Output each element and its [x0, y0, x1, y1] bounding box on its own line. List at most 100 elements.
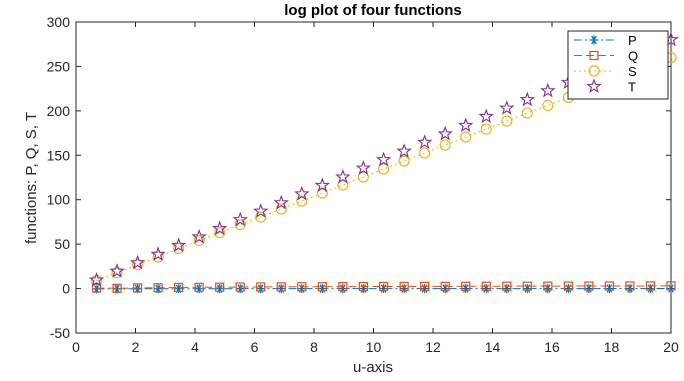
data-point-P: [358, 284, 368, 294]
data-point-S: [90, 274, 103, 287]
data-point-T: [150, 246, 166, 261]
data-point-T: [335, 168, 351, 184]
data-point-S: [419, 147, 431, 159]
y-tick-label: 100: [47, 192, 71, 208]
data-point-S: [542, 99, 554, 112]
data-point-S: [480, 123, 492, 135]
data-point-S: [378, 163, 390, 175]
data-point-T: [232, 211, 248, 227]
data-point-S: [357, 171, 369, 183]
x-tick-label: 8: [310, 339, 318, 355]
legend-label-T: T: [628, 80, 636, 95]
legend-marker-P: [589, 35, 599, 45]
data-point-S: [460, 131, 472, 143]
series-T: [88, 31, 679, 287]
data-point-Q: [481, 281, 491, 291]
series-P: [92, 284, 676, 294]
legend-entry-S: S: [574, 64, 637, 79]
legend-marker-S: [588, 65, 600, 77]
data-point-Q: [420, 281, 430, 291]
data-point-T: [129, 254, 146, 270]
data-point-S: [398, 155, 410, 167]
data-point-T: [355, 160, 372, 175]
data-point-T: [396, 143, 412, 158]
data-point-T: [416, 134, 433, 149]
data-point-T: [211, 220, 228, 236]
x-tick-label: 6: [251, 339, 259, 355]
data-point-Q: [666, 281, 676, 291]
data-point-Q: [174, 282, 184, 293]
data-point-Q: [194, 282, 204, 292]
data-point-Q: [297, 282, 307, 292]
data-point-T: [109, 263, 125, 278]
legend-label-S: S: [628, 64, 637, 79]
data-point-T: [478, 108, 494, 124]
x-tick-label: 2: [132, 339, 140, 355]
data-point-Q: [543, 281, 553, 291]
x-tick-label: 14: [485, 339, 501, 355]
x-tick-label: 16: [544, 339, 560, 355]
data-point-S: [152, 251, 164, 263]
legend-label-Q: Q: [628, 49, 638, 64]
data-point-S: [255, 211, 267, 223]
data-point-Q: [625, 281, 635, 291]
data-point-Q: [461, 281, 471, 291]
data-point-S: [214, 226, 226, 239]
y-tick-label: 50: [54, 236, 70, 252]
data-point-Q: [502, 281, 512, 291]
y-tick-label: 200: [47, 103, 71, 119]
data-point-Q: [215, 282, 225, 292]
y-tick-label: 250: [47, 58, 71, 74]
data-point-T: [375, 151, 392, 167]
data-point-T: [437, 125, 453, 141]
data-point-Q: [338, 282, 348, 292]
y-tick-label: -50: [50, 325, 70, 341]
legend-marker-Q: [589, 50, 599, 61]
data-point-T: [273, 194, 289, 210]
data-point-S: [439, 139, 451, 151]
data-point-S: [501, 115, 513, 127]
y-axis-title: functions: P, Q, S, T: [23, 112, 40, 244]
y-tick-label: 0: [62, 281, 70, 297]
legend-entry-P: P: [574, 33, 637, 48]
data-point-Q: [440, 281, 450, 291]
data-point-T: [294, 185, 310, 201]
data-point-Q: [256, 282, 266, 292]
series-Q: [91, 281, 676, 293]
data-point-T: [458, 117, 474, 133]
data-point-Q: [584, 281, 594, 291]
data-point-Q: [563, 281, 573, 291]
x-tick-label: 18: [604, 339, 620, 355]
data-point-Q: [112, 283, 122, 293]
data-point-T: [499, 100, 515, 115]
data-point-Q: [522, 281, 532, 291]
data-point-T: [88, 272, 105, 287]
data-point-Q: [132, 283, 143, 293]
data-point-S: [111, 266, 123, 279]
legend-box: [567, 30, 669, 100]
data-point-S: [521, 107, 533, 119]
data-point-Q: [91, 283, 102, 293]
x-tick-label: 10: [366, 339, 382, 355]
data-point-T: [540, 82, 556, 98]
data-point-T: [314, 177, 331, 193]
data-point-Q: [379, 281, 389, 292]
data-point-S: [131, 258, 144, 271]
legend-entry-Q: Q: [574, 49, 638, 64]
x-tick-label: 20: [663, 339, 679, 355]
x-tick-label: 4: [191, 339, 199, 355]
data-point-P: [399, 284, 409, 294]
x-tick-label: 12: [425, 339, 441, 355]
x-tick-label: 0: [72, 339, 80, 355]
legend-label-P: P: [628, 33, 637, 48]
data-point-S: [275, 203, 287, 215]
data-point-P: [666, 284, 676, 294]
data-point-Q: [358, 281, 368, 292]
data-point-Q: [235, 282, 245, 292]
legend-marker-T: [586, 78, 602, 94]
y-tick-label: 150: [47, 147, 71, 163]
y-tick-label: 300: [47, 14, 71, 30]
x-axis-title: u-axis: [353, 359, 393, 376]
